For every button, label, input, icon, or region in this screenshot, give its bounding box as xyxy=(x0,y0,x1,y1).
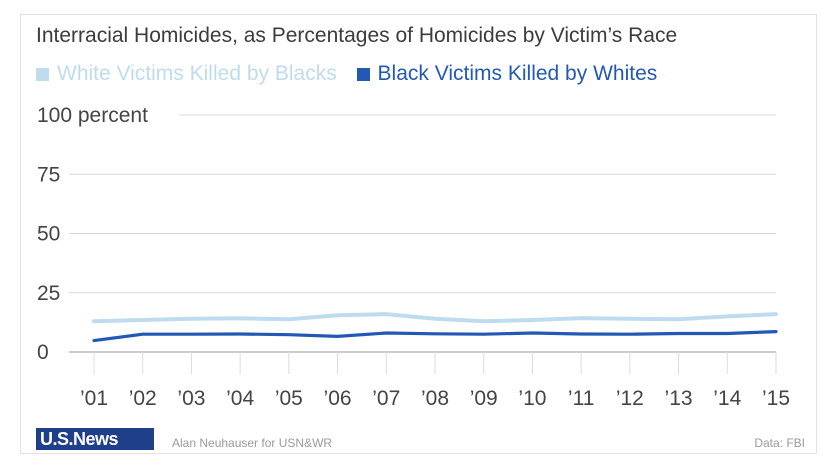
y-tick-label: 75 xyxy=(37,163,60,186)
legend-item-white-victims: White Victims Killed by Blacks xyxy=(36,62,337,86)
x-tick-label: ’08 xyxy=(421,387,449,410)
x-tick-label: ’12 xyxy=(616,387,644,410)
author-credit: Alan Neuhauser for USN&WR xyxy=(172,436,333,450)
legend-label-black-victims: Black Victims Killed by Whites xyxy=(377,62,658,85)
chart-title: Interracial Homicides, as Percentages of… xyxy=(36,24,678,47)
x-tick-label: ’05 xyxy=(275,387,303,410)
series-line-white-victims xyxy=(92,312,778,324)
x-tick-label: ’01 xyxy=(80,387,108,410)
x-tick-label: ’15 xyxy=(762,387,790,410)
y-tick-label: 50 xyxy=(37,223,60,246)
y-tick-label: 100 percent xyxy=(37,104,148,127)
legend-swatch-black-victims xyxy=(356,67,370,81)
x-tick-label: ’02 xyxy=(129,387,157,410)
legend-swatch-white-victims xyxy=(36,67,49,81)
usnews-logo: U.S.News xyxy=(36,428,154,450)
y-tick-label: 0 xyxy=(37,341,49,364)
x-tick-label: ’07 xyxy=(372,387,400,410)
legend: White Victims Killed by Blacks Black Vic… xyxy=(36,62,671,87)
x-tick-label: ’04 xyxy=(226,387,254,410)
x-tick-label: ’14 xyxy=(713,387,741,410)
x-tick-label: ’09 xyxy=(470,387,498,410)
x-tick-label: ’13 xyxy=(665,387,693,410)
x-tick-label: ’03 xyxy=(177,387,205,410)
y-tick-label: 25 xyxy=(37,282,60,305)
logo-text: U.S.News xyxy=(40,429,119,449)
legend-label-white-victims: White Victims Killed by Blacks xyxy=(57,62,337,85)
data-source: Data: FBI xyxy=(754,436,805,450)
legend-item-black-victims: Black Victims Killed by Whites xyxy=(356,62,658,86)
x-tick-label: ’11 xyxy=(568,387,594,410)
series-line-black-victims xyxy=(92,330,778,343)
x-tick-label: ’06 xyxy=(324,387,352,410)
footer: U.S.News Alan Neuhauser for USN&WR Data:… xyxy=(36,428,811,454)
x-tick-label: ’10 xyxy=(518,387,546,410)
